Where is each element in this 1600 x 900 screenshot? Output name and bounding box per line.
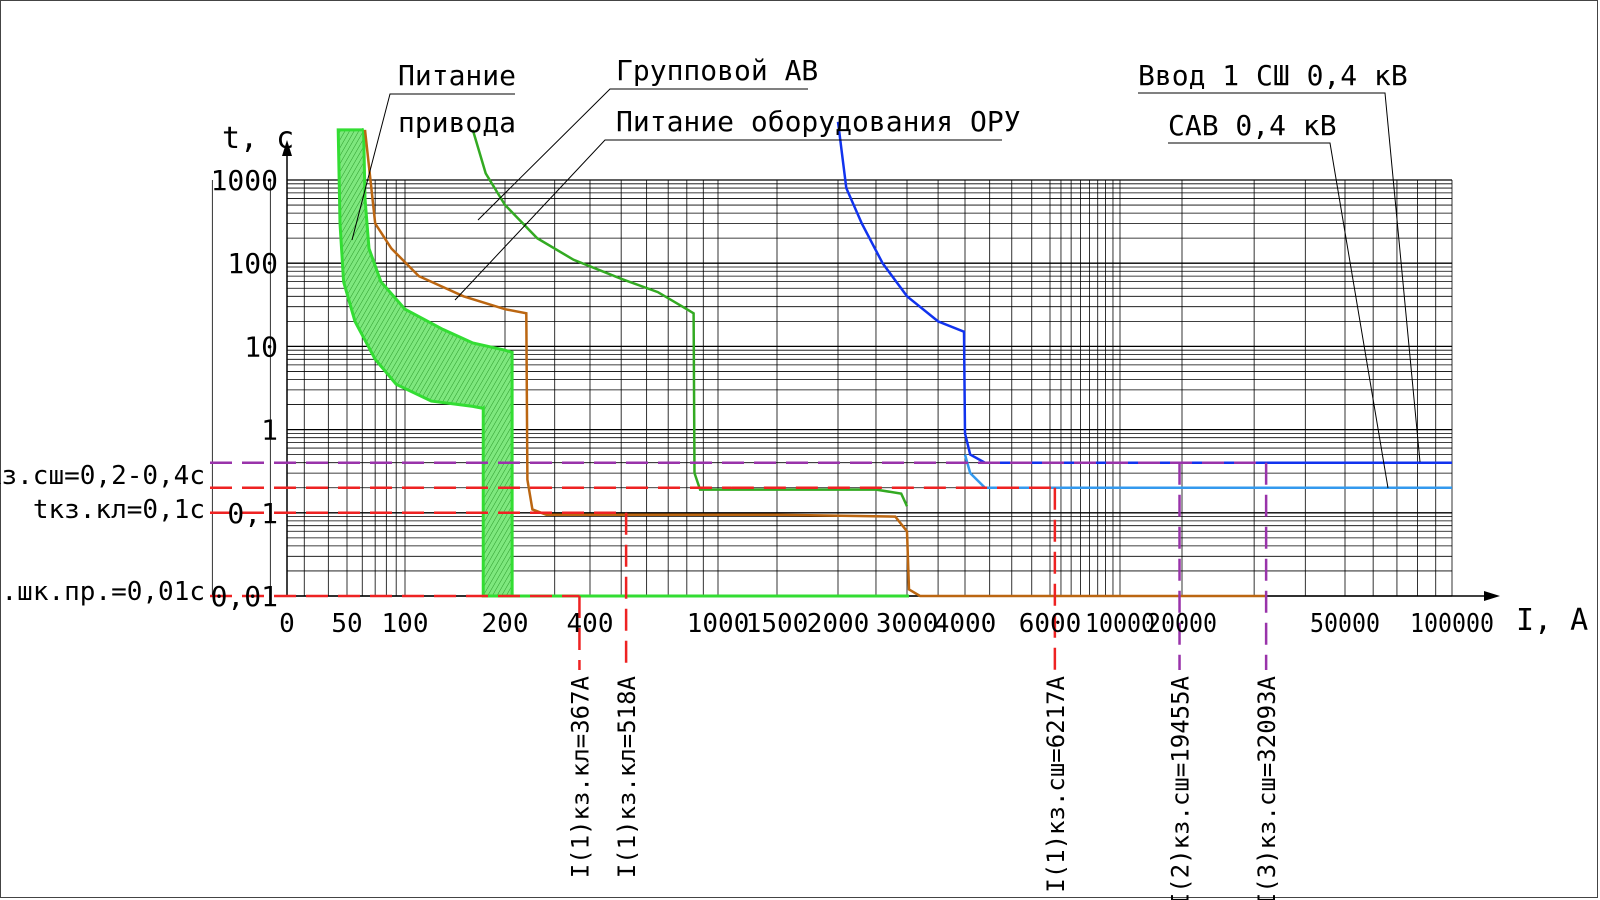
x-tick-label: 0 xyxy=(279,609,295,639)
x-tick-label: 2000 xyxy=(807,609,870,639)
y-tick-label: 100 xyxy=(227,247,278,280)
x-tick-label: 6000 xyxy=(1019,609,1082,639)
leader-pitanie-oru xyxy=(454,139,1002,301)
series-vvod xyxy=(836,121,1452,464)
x-tick-label: 1500 xyxy=(746,609,809,639)
y-tick-label: 0,1 xyxy=(227,497,278,530)
annotation-sav: САВ 0,4 кВ xyxy=(1168,109,1337,142)
annotation-pitanie-oru: Питание оборудования ОРУ xyxy=(616,105,1021,138)
y-tick-label: 1000 xyxy=(211,164,278,197)
x-tick-label: 50 xyxy=(331,609,362,639)
annotation-pitanie-privoda-1: Питание xyxy=(398,59,516,92)
current-label: I(1)кз.сш=6217А xyxy=(1042,675,1070,892)
series-pitanie-oru xyxy=(363,129,1267,598)
time-label: tкз.сш=0,2-0,4с xyxy=(0,461,205,491)
y-tick-label: 1 xyxy=(261,414,278,447)
x-tick-label: 4000 xyxy=(934,609,997,639)
current-label: I(1)кз.кл=518А xyxy=(613,675,641,878)
leader-vvod xyxy=(1138,92,1421,463)
annotation-vvod: Ввод 1 СШ 0,4 кВ xyxy=(1138,59,1408,92)
time-label: tкз.кл=0,1с xyxy=(33,495,205,525)
x-tick-label: 100000 xyxy=(1410,609,1494,639)
annotation-pitanie-privoda-2: привода xyxy=(398,106,516,139)
x-tick-label: 1000 xyxy=(687,609,750,639)
annotation-gruppovoi-av: Групповой АВ xyxy=(616,54,818,87)
x-tick-label: 20000 xyxy=(1147,609,1217,639)
series-sav xyxy=(963,454,1452,490)
leader-sav xyxy=(1168,142,1389,489)
leader-pitanie-privoda xyxy=(351,93,515,241)
x-tick-label: 200 xyxy=(482,609,529,639)
x-tick-label: 400 xyxy=(567,609,614,639)
current-label: I(2)кз.сш=19455А xyxy=(1167,675,1195,900)
y-tick-label: 10 xyxy=(244,330,278,363)
y-tick-label: 0,01 xyxy=(211,580,278,613)
leader-gruppovoi-av xyxy=(477,88,808,221)
reference-lines xyxy=(210,461,1268,670)
y-axis-label: t, с xyxy=(222,121,294,156)
time-label: tкз.шк.пр.=0,01с xyxy=(0,577,205,607)
x-tick-label: 3000 xyxy=(876,609,939,639)
x-axis-label: I, A xyxy=(1516,603,1588,638)
x-tick-label: 50000 xyxy=(1310,609,1380,639)
x-tick-label: 100 xyxy=(382,609,429,639)
current-label: I(1)кз.кл=367А xyxy=(566,675,594,878)
x-tick-label: 10000 xyxy=(1085,609,1155,639)
x-axis-arrow xyxy=(1484,591,1500,601)
current-label: I(3)кз.сш=32093А xyxy=(1253,675,1281,900)
y-axis-arrow xyxy=(282,140,292,156)
series-gruppovoi-av xyxy=(471,129,909,507)
